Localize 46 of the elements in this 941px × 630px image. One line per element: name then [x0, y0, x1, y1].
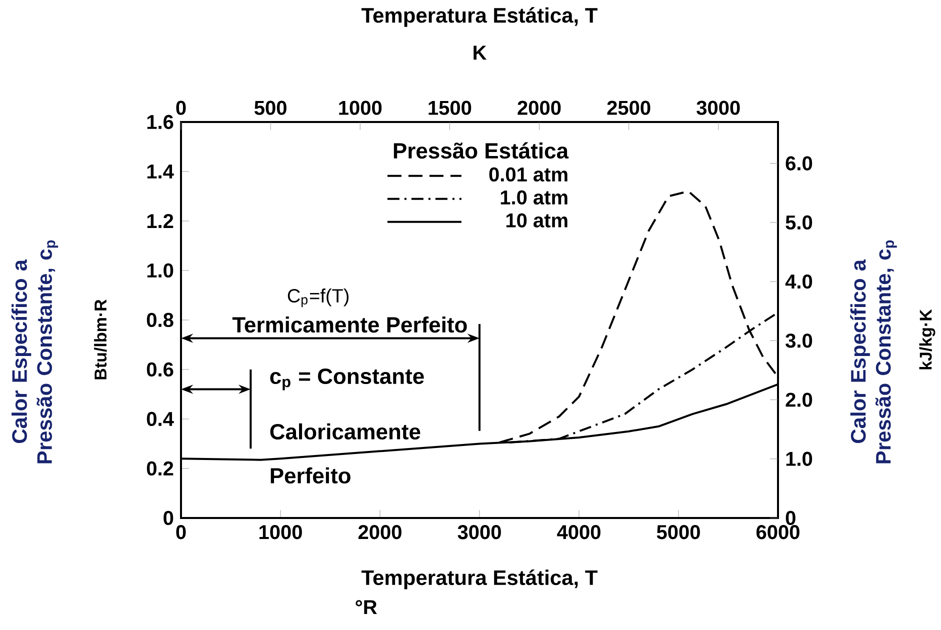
y2-tick-label: 3.0: [786, 334, 812, 348]
text: kJ/kg·K: [919, 309, 936, 370]
y2-tick-label: 0: [786, 510, 796, 526]
y-tick-label: 0.8: [146, 312, 174, 328]
legend-label: 10 atm: [506, 213, 568, 228]
y-tick-label: 0.6: [146, 362, 174, 377]
y-tick-label: 1.2: [147, 214, 174, 228]
y2-tick-label: 5.0: [786, 215, 812, 230]
y-axis-title: Calor Específico a Pressão Constante, c$_{p}$: [11, 240, 58, 464]
x2-tick-label: 0: [176, 100, 186, 115]
text: Btu/lbm·R: [94, 300, 107, 380]
x2-tick-label: 500: [254, 100, 286, 115]
y2-tick-label: 1.0: [786, 452, 812, 466]
x-tick-label: 1000: [260, 525, 302, 540]
legend-title: Pressão Estática: [394, 142, 569, 159]
x-tick-label: 2000: [358, 525, 402, 540]
y2-axis-title: Calor Específico a Pressão Constante, c$_{p}$: [850, 240, 897, 464]
x-tick-label: 6000: [756, 525, 800, 540]
x-tick-label: 4000: [557, 525, 600, 540]
y-tick-label: 1.4: [147, 164, 174, 178]
y2-tick-label: 6.0: [786, 156, 812, 170]
annotation: C$_{p}$=f(T): [288, 288, 349, 308]
x-axis-title: Temperatura Estática, T: [361, 569, 598, 590]
text: Caloricamente Perfeito: [270, 423, 420, 484]
text: K: [474, 46, 487, 60]
legend-label: 0.01 atm: [489, 167, 568, 182]
x2-tick-label: 3000: [696, 100, 740, 115]
y-tick-label: 0.2: [146, 461, 174, 476]
x2-tick-label: 1000: [339, 100, 382, 115]
x2-tick-label: 1500: [428, 100, 472, 115]
x2-axis-title: Temperatura Estática, T: [361, 7, 598, 27]
x-tick-label: 3000: [458, 525, 501, 540]
legend-label: 1.0 atm: [500, 190, 568, 205]
text: °R: [356, 600, 377, 614]
x2-tick-label: 2000: [518, 100, 561, 115]
annotation: c$_{p}$ = Constante: [270, 368, 424, 390]
x2-tick-label: 2500: [607, 100, 650, 115]
y-tick-label: 1.0: [147, 263, 174, 278]
annotation: Termicamente Perfeito: [232, 316, 467, 333]
y-tick-label: 0: [164, 510, 174, 526]
y2-tick-label: 4.0: [785, 274, 812, 289]
x-tick-label: 0: [176, 525, 186, 540]
y2-tick-label: 2.0: [786, 392, 812, 407]
y-tick-label: 1.6: [147, 114, 174, 130]
y-tick-label: 0.4: [146, 412, 174, 426]
x-tick-label: 5000: [656, 525, 700, 540]
